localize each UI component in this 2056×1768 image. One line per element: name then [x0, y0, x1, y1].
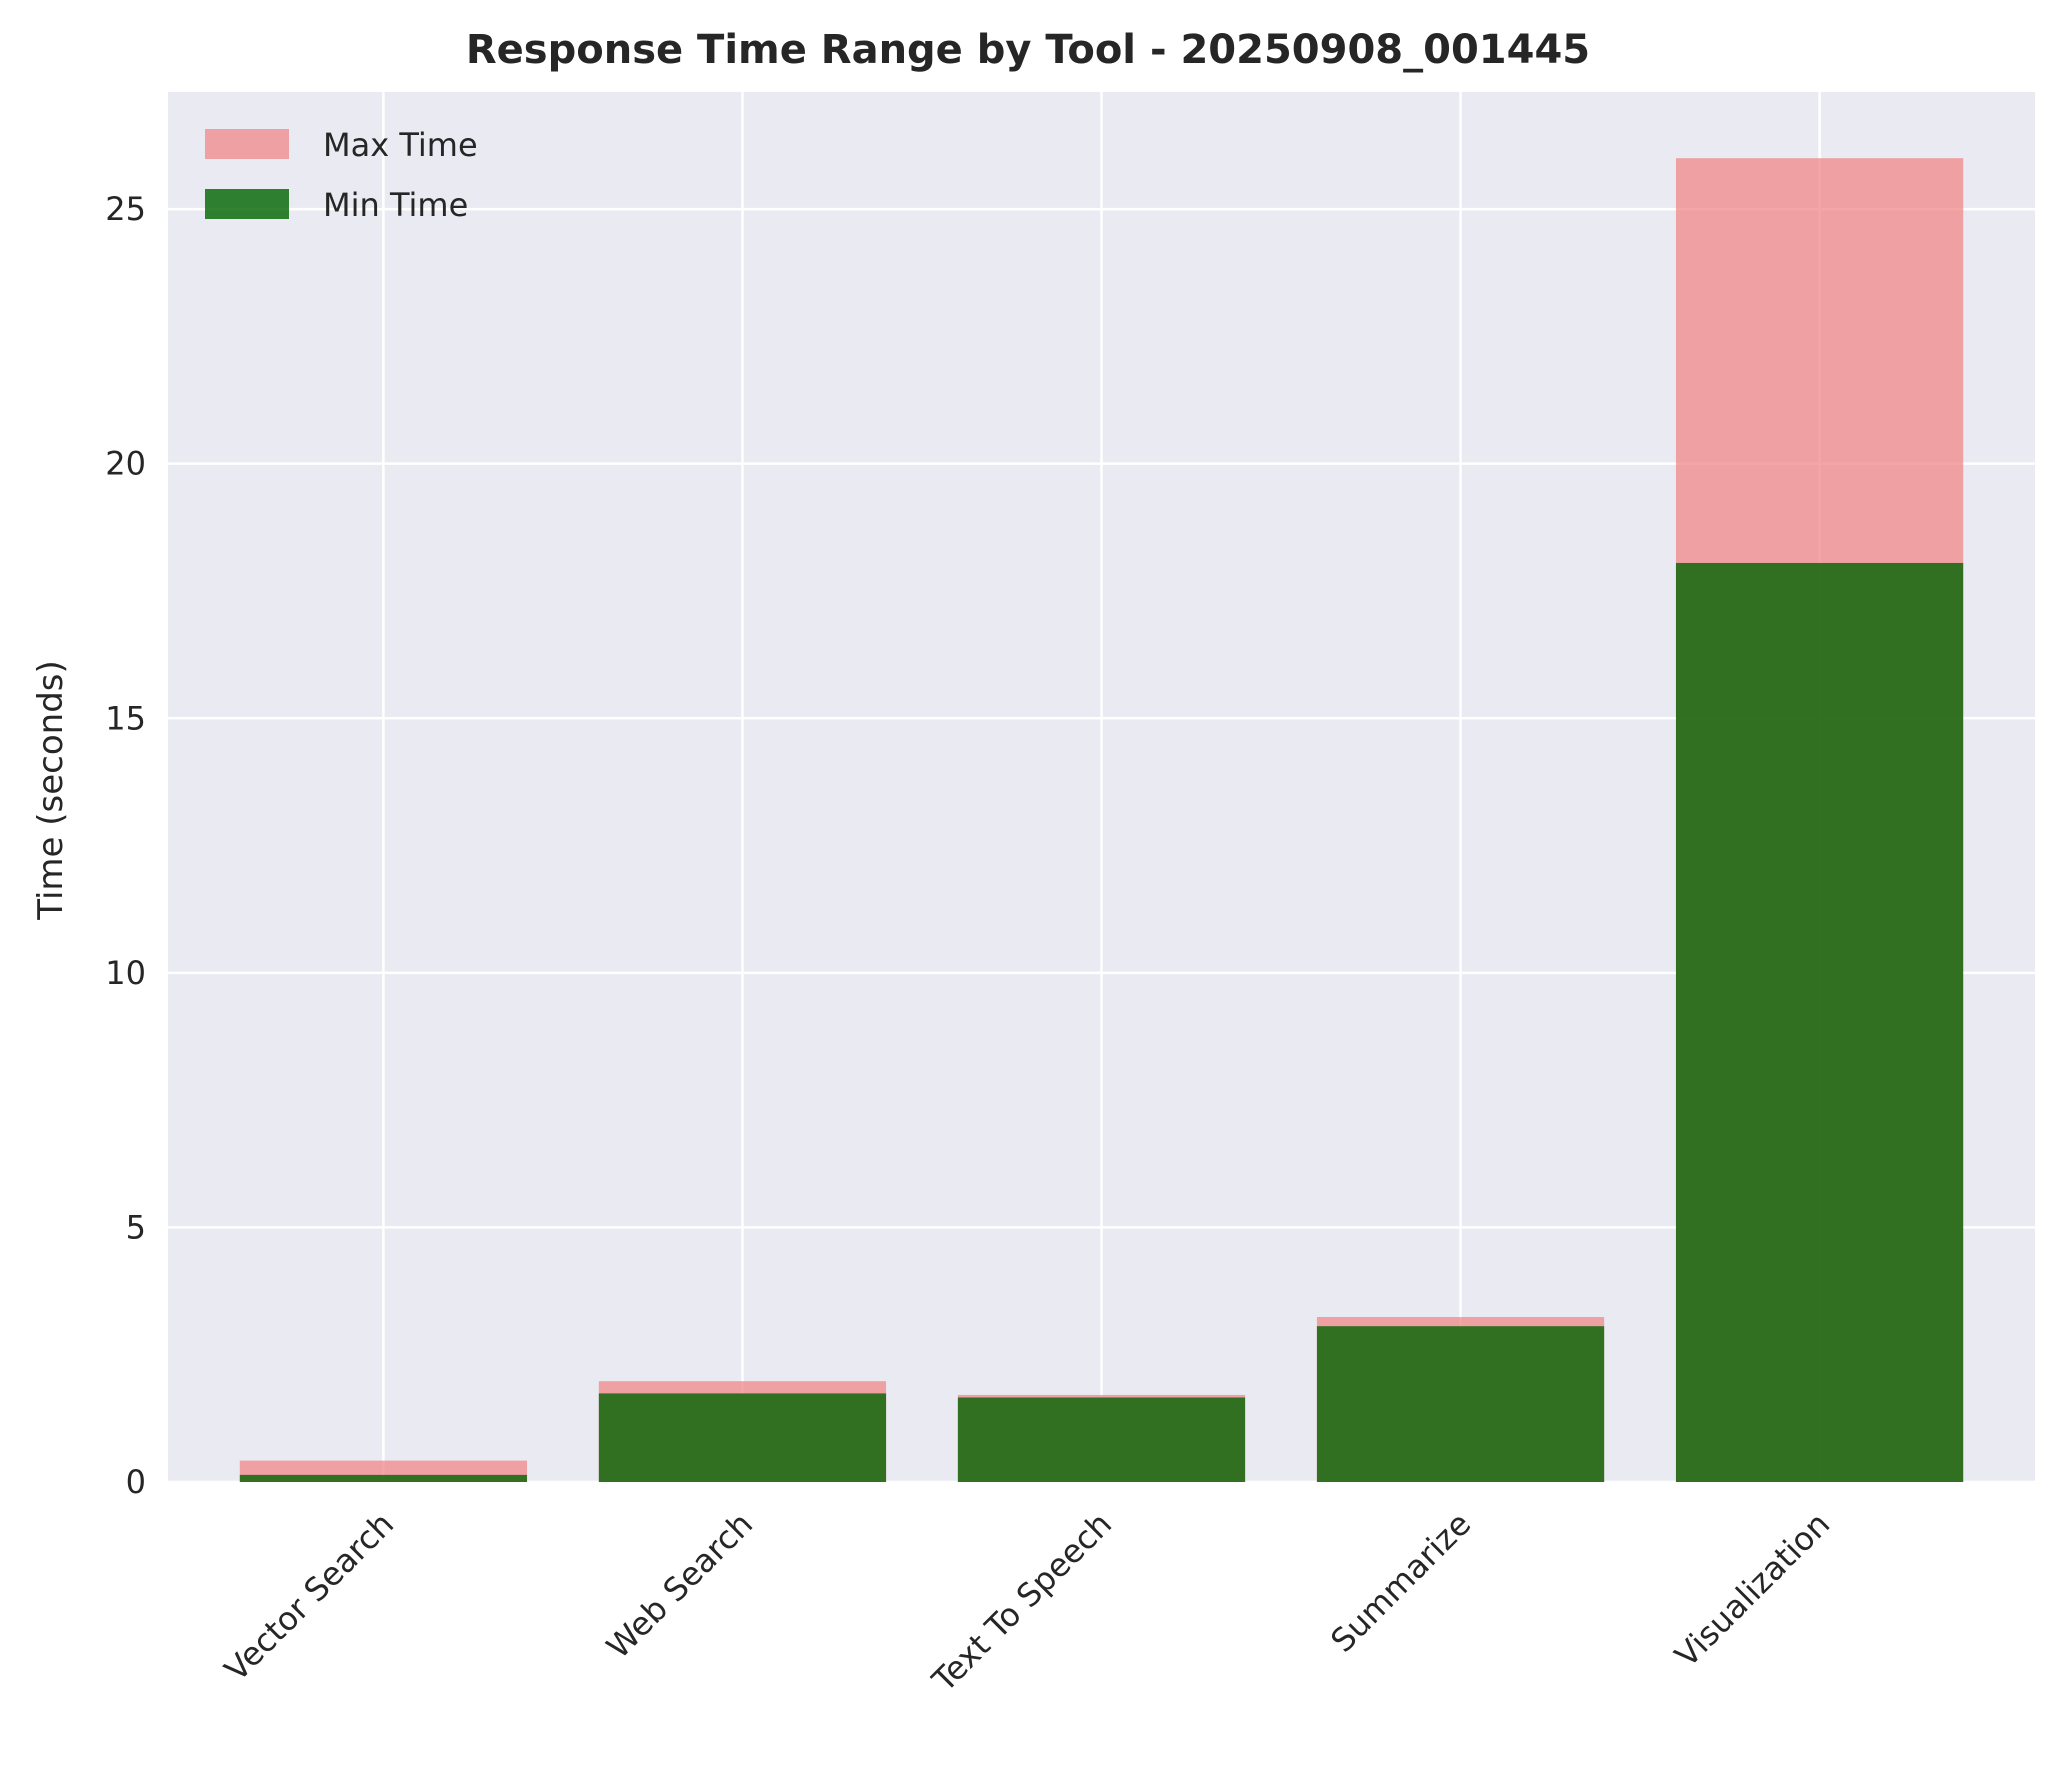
x-tick-label: Visualization: [1667, 1505, 1837, 1675]
legend-label-min-time: Min Time: [323, 186, 468, 224]
x-tick-labels: Vector Search Web Search Text To Speech Sum…: [217, 1505, 1837, 1700]
bar-min-time-summarize: [1316, 1326, 1605, 1482]
y-tick-label: 20: [105, 445, 146, 483]
x-tick-label: Vector Search: [217, 1505, 401, 1689]
legend-swatch-min-time: [205, 189, 289, 219]
bars-layer: [239, 158, 1964, 1483]
y-tick-label: 0: [126, 1463, 146, 1501]
x-tick-label: Summarize: [1323, 1505, 1478, 1660]
legend: Max Time Min Time: [205, 126, 478, 224]
y-axis-label: Time (seconds): [31, 660, 71, 921]
bar-min-time-visualization: [1675, 562, 1964, 1482]
bar-min-time-web-search: [598, 1393, 887, 1482]
y-tick-label: 25: [105, 190, 146, 228]
y-tick-labels: 0 5 10 15 20 25: [105, 190, 146, 1501]
legend-label-max-time: Max Time: [323, 126, 478, 164]
chart-title: Response Time Range by Tool - 20250908_0…: [466, 27, 1590, 73]
x-tick-label: Text To Speech: [924, 1505, 1119, 1700]
bar-min-time-text-to-speech: [957, 1397, 1246, 1482]
y-tick-label: 5: [126, 1208, 146, 1246]
bar-min-time-vector-search: [239, 1474, 528, 1482]
y-tick-label: 10: [105, 954, 146, 992]
x-tick-label: Web Search: [599, 1505, 760, 1666]
legend-swatch-max-time: [205, 129, 289, 159]
y-tick-label: 15: [105, 699, 146, 737]
